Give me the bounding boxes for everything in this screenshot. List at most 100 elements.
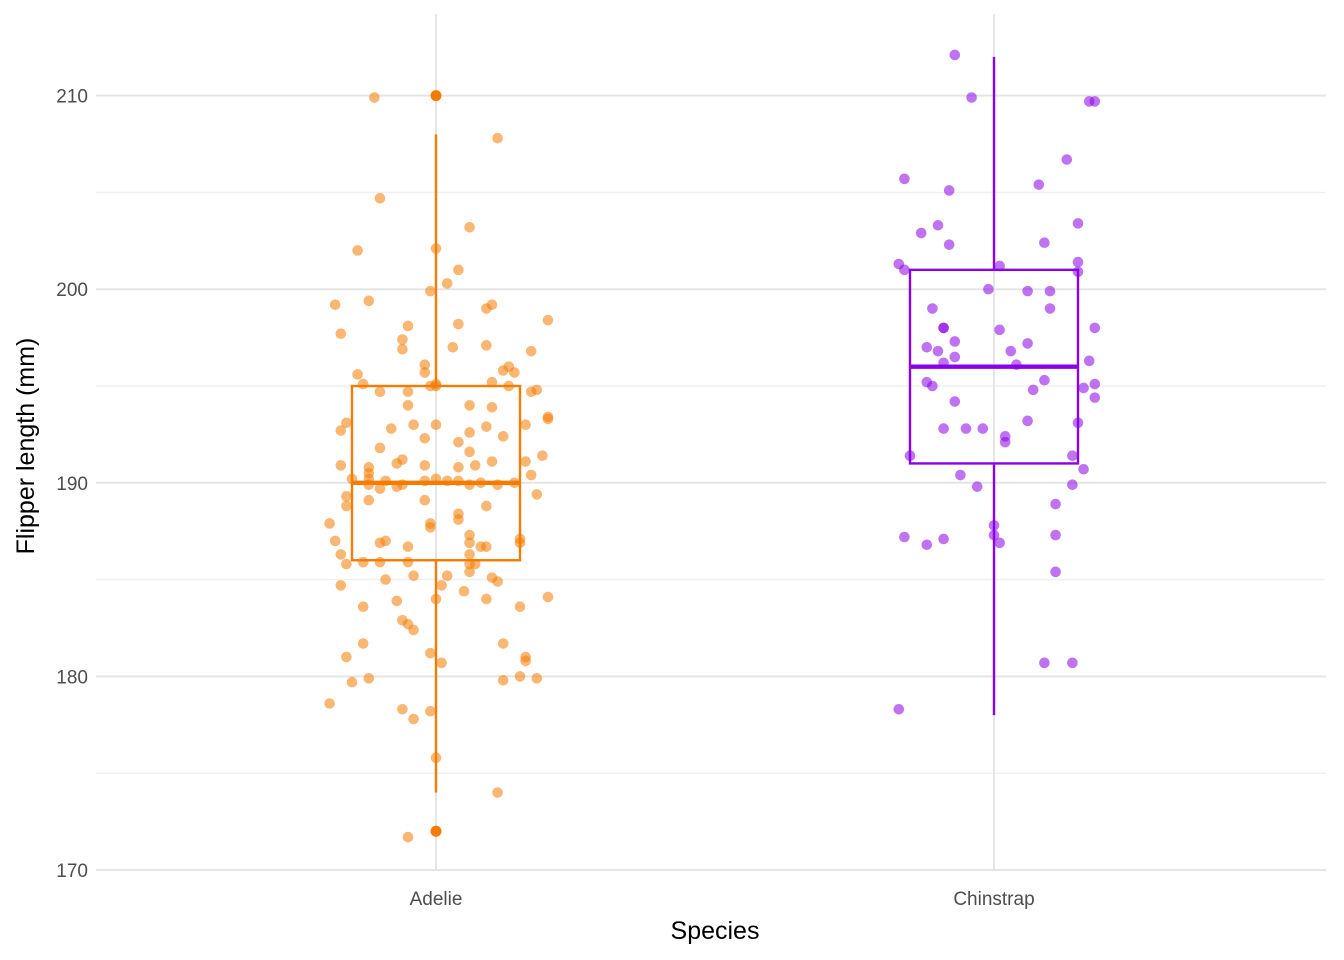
data-point <box>329 299 341 310</box>
data-point <box>1039 657 1050 669</box>
y-tick-label: 200 <box>56 280 88 301</box>
data-point <box>1050 566 1061 578</box>
data-point <box>324 698 335 709</box>
data-point <box>994 260 1005 272</box>
data-point <box>408 570 419 582</box>
data-point <box>486 376 498 388</box>
data-point <box>425 285 436 297</box>
data-point <box>430 752 442 764</box>
outlier-point <box>430 90 442 102</box>
data-point <box>430 419 442 431</box>
data-point <box>397 334 408 345</box>
data-point <box>1050 498 1061 510</box>
x-tick-labels: Adelie Chinstrap <box>410 889 1035 910</box>
data-point <box>436 580 447 591</box>
data-point <box>949 49 961 61</box>
data-point <box>1027 384 1039 396</box>
data-point <box>408 624 419 636</box>
data-point <box>999 436 1011 448</box>
data-point <box>497 674 509 686</box>
data-point <box>357 378 369 390</box>
data-point <box>994 537 1005 549</box>
data-point <box>380 535 391 547</box>
data-point <box>458 585 470 597</box>
data-point <box>402 400 414 411</box>
data-point <box>453 318 464 330</box>
data-point <box>436 657 447 669</box>
data-point <box>497 638 509 649</box>
data-point <box>481 593 492 605</box>
data-point <box>520 655 531 667</box>
data-point <box>899 531 910 543</box>
data-point <box>430 593 442 605</box>
boxplot <box>908 56 1080 716</box>
data-point <box>1078 382 1089 394</box>
data-point <box>324 518 335 529</box>
data-point <box>949 351 961 363</box>
data-point <box>425 380 436 392</box>
data-point <box>542 413 554 425</box>
data-point <box>441 475 453 487</box>
y-tick-label: 190 <box>56 474 88 495</box>
data-point <box>397 343 408 355</box>
data-point <box>1072 266 1084 278</box>
data-point <box>514 601 526 613</box>
data-point <box>464 549 475 560</box>
data-point <box>402 320 414 332</box>
data-point <box>425 647 436 659</box>
data-point <box>977 423 989 434</box>
data-point <box>363 462 375 473</box>
data-point <box>341 417 352 429</box>
data-point <box>419 432 431 444</box>
data-point <box>391 458 403 469</box>
data-point <box>542 591 554 603</box>
data-point <box>921 341 933 353</box>
data-point <box>341 500 352 512</box>
data-point <box>531 673 543 684</box>
data-point <box>960 423 972 434</box>
data-point <box>531 489 543 500</box>
data-point <box>475 477 487 489</box>
data-point <box>329 535 341 547</box>
data-point <box>335 580 347 591</box>
data-point <box>352 369 363 380</box>
data-point <box>419 475 431 487</box>
y-axis-title: Flipper length (mm) <box>12 338 40 555</box>
data-point <box>464 479 475 491</box>
data-point <box>1039 374 1050 386</box>
data-point <box>464 446 475 458</box>
data-point <box>486 299 498 310</box>
jitter-points <box>324 49 1101 843</box>
data-point <box>899 173 910 185</box>
data-point <box>988 529 1000 541</box>
data-point <box>983 283 994 295</box>
data-point <box>464 427 475 438</box>
data-point <box>402 541 414 552</box>
data-point <box>1089 378 1101 390</box>
data-point <box>542 314 554 326</box>
data-point <box>341 491 352 502</box>
data-point <box>335 549 347 560</box>
data-point <box>904 450 916 461</box>
data-point <box>537 450 548 461</box>
data-point <box>481 340 492 351</box>
data-point <box>525 345 537 357</box>
data-point <box>943 185 955 196</box>
data-point <box>509 367 520 378</box>
data-point <box>385 423 397 434</box>
data-point <box>994 324 1005 336</box>
data-point <box>352 245 363 256</box>
data-point <box>1067 479 1078 491</box>
data-point <box>469 460 481 471</box>
data-point <box>1022 415 1033 427</box>
data-point <box>971 481 983 492</box>
data-point <box>374 556 386 568</box>
data-point <box>1083 355 1095 367</box>
y-tick-labels: 170 180 190 200 210 <box>56 87 88 882</box>
data-point <box>380 574 391 585</box>
data-point <box>374 386 386 398</box>
data-point <box>492 479 503 491</box>
data-point <box>341 651 352 663</box>
data-point <box>1039 237 1050 249</box>
data-point <box>369 92 380 103</box>
